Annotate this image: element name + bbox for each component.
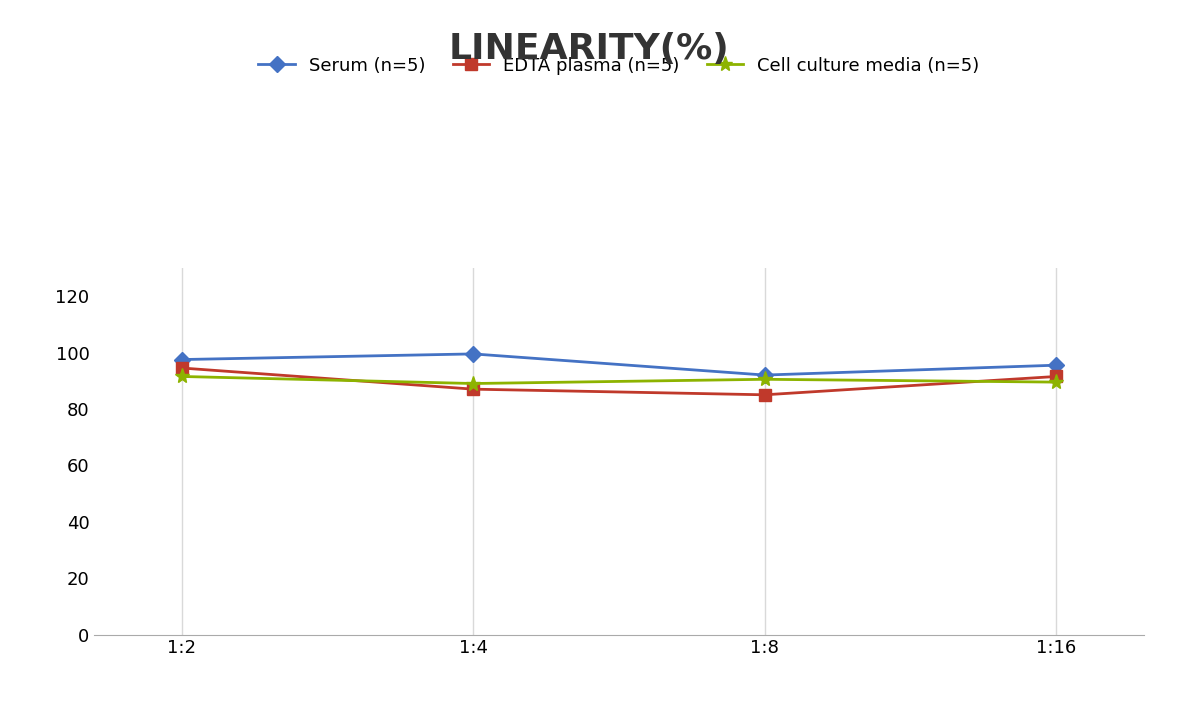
EDTA plasma (n=5) <box>1049 372 1063 381</box>
Line: EDTA plasma (n=5): EDTA plasma (n=5) <box>176 362 1062 400</box>
Text: LINEARITY(%): LINEARITY(%) <box>449 32 730 66</box>
Serum (n=5) <box>466 350 480 358</box>
Line: Serum (n=5): Serum (n=5) <box>176 348 1062 381</box>
EDTA plasma (n=5) <box>174 364 189 372</box>
Serum (n=5) <box>758 371 772 379</box>
EDTA plasma (n=5) <box>466 385 480 393</box>
Serum (n=5) <box>174 355 189 364</box>
Cell culture media (n=5) <box>174 372 189 381</box>
Cell culture media (n=5) <box>758 375 772 384</box>
Cell culture media (n=5) <box>466 379 480 388</box>
Legend: Serum (n=5), EDTA plasma (n=5), Cell culture media (n=5): Serum (n=5), EDTA plasma (n=5), Cell cul… <box>251 49 987 82</box>
Serum (n=5) <box>1049 361 1063 369</box>
Line: Cell culture media (n=5): Cell culture media (n=5) <box>174 369 1063 391</box>
EDTA plasma (n=5) <box>758 391 772 399</box>
Cell culture media (n=5) <box>1049 378 1063 386</box>
